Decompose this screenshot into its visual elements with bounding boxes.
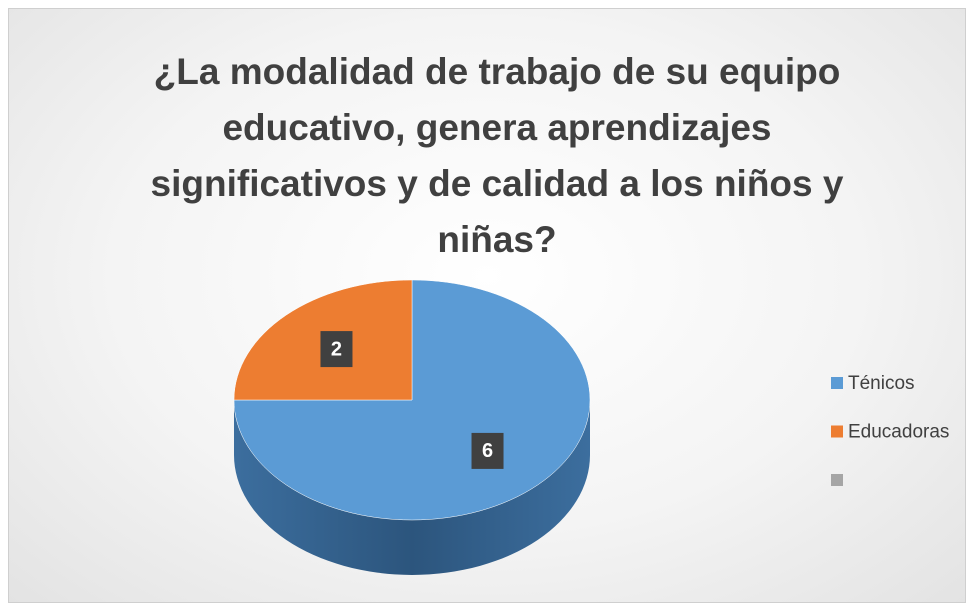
legend-swatch: [831, 425, 843, 438]
legend-swatch: [831, 377, 843, 389]
legend-label: Educadoras: [848, 422, 949, 443]
data-label-box: [471, 432, 504, 469]
data-label: 6: [482, 440, 493, 462]
legend-swatch: [831, 474, 843, 486]
data-label-box: [320, 331, 353, 368]
chart-title: ¿La modalidad de trabajo de su equipo ed…: [150, 51, 844, 260]
legend-label: Ténicos: [848, 373, 915, 394]
pie-side: [234, 400, 590, 575]
data-label: 2: [331, 338, 342, 360]
